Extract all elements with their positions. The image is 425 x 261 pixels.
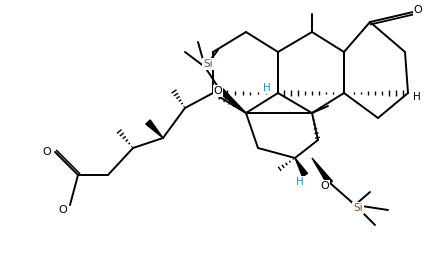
Polygon shape (146, 120, 163, 138)
Text: Si: Si (203, 59, 213, 69)
Text: H: H (413, 92, 421, 102)
Text: O: O (59, 205, 68, 215)
Text: H: H (296, 177, 304, 187)
Polygon shape (218, 88, 246, 113)
Text: O: O (414, 5, 422, 15)
Text: O: O (320, 181, 329, 191)
Text: O: O (42, 147, 51, 157)
Polygon shape (312, 158, 332, 185)
Polygon shape (295, 158, 308, 176)
Text: O: O (214, 86, 222, 96)
Text: H: H (263, 83, 271, 93)
Text: Si: Si (353, 203, 363, 213)
